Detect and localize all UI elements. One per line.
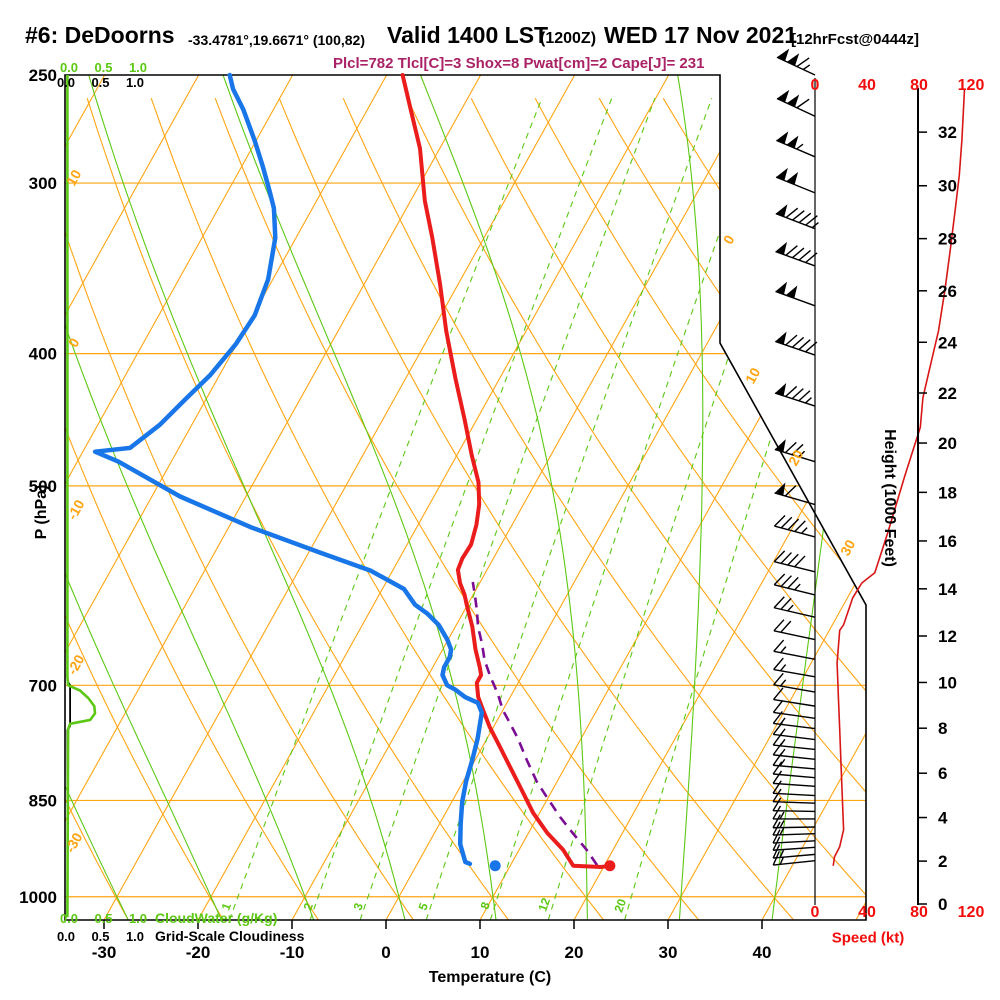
mixing-ratio-labels: 1 2 3 5 8 12 20 xyxy=(219,896,630,915)
svg-text:40: 40 xyxy=(858,77,876,94)
svg-text:80: 80 xyxy=(910,77,928,94)
svg-text:10: 10 xyxy=(63,167,85,189)
svg-text:20: 20 xyxy=(785,447,807,469)
forecast-tag: [12hrFcst@0444z] xyxy=(791,31,920,48)
svg-text:8: 8 xyxy=(478,900,494,911)
svg-text:6: 6 xyxy=(938,764,947,783)
svg-text:40: 40 xyxy=(858,904,876,921)
surface-dewpoint-dot xyxy=(489,860,501,872)
station-title: #6: DeDoorns xyxy=(25,22,175,48)
svg-text:0: 0 xyxy=(381,943,390,962)
valid-date: WED 17 Nov 2021 xyxy=(604,22,798,48)
svg-text:0.5: 0.5 xyxy=(94,60,112,75)
svg-text:12: 12 xyxy=(938,627,957,646)
mixing-ratio-lines xyxy=(228,97,866,920)
svg-text:28: 28 xyxy=(938,230,957,249)
surface-temperature-dot xyxy=(604,860,616,872)
svg-text:26: 26 xyxy=(938,282,957,301)
svg-text:16: 16 xyxy=(938,532,957,551)
svg-text:1.0: 1.0 xyxy=(129,60,147,75)
svg-text:120: 120 xyxy=(958,77,985,94)
svg-text:20: 20 xyxy=(565,943,584,962)
svg-text:30: 30 xyxy=(837,537,859,559)
svg-text:1.0: 1.0 xyxy=(126,929,144,944)
pressure-axis-title: P (hPa) xyxy=(33,484,50,540)
svg-text:1.0: 1.0 xyxy=(126,75,144,90)
svg-text:0: 0 xyxy=(811,77,820,94)
cloudwater-scale-label: CloudWater (g/Kg) xyxy=(155,910,277,926)
isotherm-lines xyxy=(65,75,866,920)
svg-text:850: 850 xyxy=(29,791,57,810)
svg-text:4: 4 xyxy=(938,809,948,828)
svg-text:700: 700 xyxy=(29,676,57,695)
svg-text:10: 10 xyxy=(742,365,764,387)
svg-text:1.0: 1.0 xyxy=(129,911,147,926)
sounding-parameters: Plcl=782 Tlcl[C]=3 Shox=8 Pwat[cm]=2 Cap… xyxy=(333,55,705,72)
chart-frame xyxy=(64,74,867,921)
svg-text:2: 2 xyxy=(938,852,947,871)
svg-text:0: 0 xyxy=(811,904,820,921)
svg-text:30: 30 xyxy=(938,177,957,196)
dewpoint-curve xyxy=(92,72,485,867)
temperature-curve xyxy=(400,73,609,869)
svg-text:0.0: 0.0 xyxy=(57,929,75,944)
temperature-axis-title: Temperature (C) xyxy=(428,969,552,986)
svg-text:0.0: 0.0 xyxy=(60,911,78,926)
background-isopleths xyxy=(65,75,866,920)
valid-time-z: (1200Z) xyxy=(540,30,597,47)
station-coordinates: -33.4781°,19.6671° (100,82) xyxy=(188,32,365,48)
cloudwater-profile xyxy=(66,75,97,918)
svg-text:0: 0 xyxy=(938,895,947,914)
svg-text:8: 8 xyxy=(938,719,947,738)
speed-axis-title: Speed (kt) xyxy=(831,929,905,947)
svg-text:20: 20 xyxy=(611,897,629,915)
svg-text:40: 40 xyxy=(753,943,772,962)
svg-text:22: 22 xyxy=(938,384,957,403)
svg-text:18: 18 xyxy=(938,483,957,502)
wind-speed-curve xyxy=(832,89,966,866)
wind-barbs xyxy=(772,48,819,905)
svg-text:500: 500 xyxy=(29,477,57,496)
svg-text:24: 24 xyxy=(938,333,957,352)
svg-text:300: 300 xyxy=(29,174,57,193)
svg-text:0.5: 0.5 xyxy=(91,929,109,944)
moist-adiabat-lines xyxy=(65,75,866,920)
valid-time: Valid 1400 LST xyxy=(387,22,549,48)
svg-text:1000: 1000 xyxy=(19,888,57,907)
svg-text:10: 10 xyxy=(471,943,490,962)
svg-text:-20: -20 xyxy=(186,943,211,962)
height-axis-title: Height (1000 Feet) xyxy=(881,429,898,567)
svg-text:32: 32 xyxy=(938,123,957,142)
svg-text:-30: -30 xyxy=(92,943,117,962)
svg-text:10: 10 xyxy=(938,673,957,692)
svg-text:0.5: 0.5 xyxy=(91,75,109,90)
svg-text:20: 20 xyxy=(938,434,957,453)
svg-text:1: 1 xyxy=(219,901,235,912)
svg-text:0: 0 xyxy=(720,232,738,247)
svg-text:12: 12 xyxy=(535,896,553,914)
svg-text:0.0: 0.0 xyxy=(57,75,75,90)
svg-text:80: 80 xyxy=(910,904,928,921)
svg-text:0.5: 0.5 xyxy=(94,911,112,926)
svg-text:0.0: 0.0 xyxy=(60,60,78,75)
svg-text:3: 3 xyxy=(351,901,367,912)
svg-text:-10: -10 xyxy=(280,943,305,962)
parcel-curve xyxy=(471,581,599,866)
svg-text:120: 120 xyxy=(958,904,985,921)
svg-text:250: 250 xyxy=(29,66,57,85)
svg-text:5: 5 xyxy=(416,901,432,912)
dry-adiabat-lines xyxy=(65,97,866,920)
svg-text:14: 14 xyxy=(938,580,957,599)
svg-text:400: 400 xyxy=(29,345,57,364)
svg-text:30: 30 xyxy=(659,943,678,962)
svg-text:2: 2 xyxy=(301,901,317,912)
cloudiness-scale-label: Grid-Scale Cloudiness xyxy=(155,928,305,944)
